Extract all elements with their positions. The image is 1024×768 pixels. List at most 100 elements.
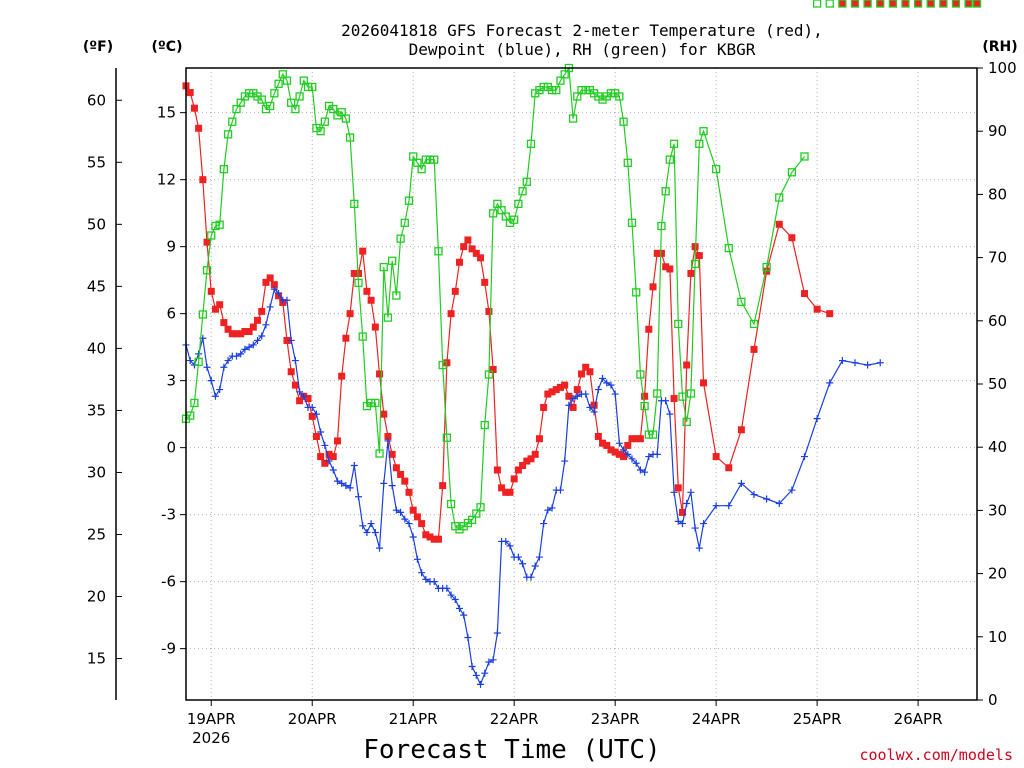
temperature-point bbox=[254, 316, 262, 324]
temperature-point bbox=[468, 245, 476, 253]
dewpoint-point bbox=[477, 680, 485, 688]
temperature-point bbox=[241, 328, 249, 336]
celsius-tick-label: 3 bbox=[166, 372, 176, 390]
temperature-point bbox=[262, 278, 270, 286]
rh-point bbox=[232, 104, 241, 114]
dewpoint-point bbox=[211, 392, 219, 400]
temperature-point bbox=[380, 410, 388, 418]
temperature-point bbox=[939, 0, 947, 7]
chart-title-line-2: Dewpoint (blue), RH (green) for KBGR bbox=[409, 40, 756, 59]
temperature-point bbox=[889, 0, 897, 7]
dewpoint-point bbox=[418, 569, 426, 577]
rh-point bbox=[501, 212, 510, 221]
rh-point bbox=[568, 114, 578, 123]
temperature-point bbox=[203, 238, 211, 246]
credit-text: coolwx.com/models bbox=[859, 746, 1013, 764]
rh-tick-label: 20 bbox=[988, 565, 1007, 583]
dewpoint-line bbox=[185, 287, 881, 686]
temperature-point bbox=[186, 89, 194, 97]
temperature-point bbox=[464, 236, 472, 244]
dewpoint-point bbox=[333, 477, 341, 485]
dewpoint-point bbox=[519, 560, 527, 568]
rh-point bbox=[400, 218, 409, 227]
temperature-point bbox=[531, 450, 539, 458]
dewpoint-point bbox=[565, 401, 573, 409]
rh-point bbox=[303, 82, 313, 92]
dewpoint-point bbox=[851, 359, 859, 367]
rh-point bbox=[695, 139, 704, 148]
temperature-point bbox=[813, 305, 821, 313]
temperature-point bbox=[485, 307, 493, 315]
temperature-point bbox=[641, 392, 649, 400]
rh-point bbox=[653, 389, 662, 398]
temperature-point bbox=[514, 466, 522, 474]
dewpoint-point bbox=[237, 350, 245, 358]
temperature-point bbox=[548, 388, 556, 396]
temperature-point bbox=[510, 475, 518, 483]
dewpoint-point bbox=[653, 450, 661, 458]
temperature-point bbox=[561, 381, 569, 389]
rh-point bbox=[354, 278, 363, 288]
temperature-point bbox=[228, 330, 236, 338]
rh-point bbox=[632, 288, 641, 297]
dewpoint-point bbox=[342, 482, 350, 490]
rh-point bbox=[888, 0, 898, 8]
temperature-point bbox=[590, 401, 598, 409]
dewpoint-point bbox=[384, 437, 392, 445]
rh-point bbox=[775, 193, 784, 202]
dewpoint-point bbox=[329, 466, 337, 474]
rh-line bbox=[185, 66, 805, 531]
temperature-point bbox=[544, 390, 552, 398]
rh-tick-label: 100 bbox=[988, 59, 1017, 77]
rh-point bbox=[913, 0, 923, 8]
dewpoint-point bbox=[232, 352, 240, 360]
dewpoint-series bbox=[183, 286, 884, 688]
dewpoint-point bbox=[670, 488, 678, 496]
dewpoint-point bbox=[287, 336, 295, 344]
rh-point bbox=[396, 234, 405, 243]
temperature-point bbox=[481, 278, 489, 286]
temperature-point bbox=[266, 274, 274, 282]
temperature-point bbox=[565, 392, 573, 400]
rh-point bbox=[421, 155, 430, 164]
rh-point bbox=[329, 104, 338, 114]
rh-point bbox=[383, 313, 393, 322]
temperature-point bbox=[321, 459, 329, 467]
chart-title-line-1: 2026041818 GFS Forecast 2-meter Temperat… bbox=[341, 21, 823, 40]
celsius-tick-label: 0 bbox=[166, 439, 176, 457]
dewpoint-point bbox=[594, 386, 602, 394]
rh-point bbox=[190, 398, 199, 408]
temperature-point bbox=[346, 310, 354, 318]
temperature-point bbox=[283, 336, 291, 344]
temperature-point bbox=[493, 466, 501, 474]
dewpoint-point bbox=[514, 553, 522, 561]
dewpoint-point bbox=[312, 410, 320, 418]
temperature-point bbox=[472, 249, 480, 257]
rh-point bbox=[657, 221, 666, 231]
temperature-point bbox=[190, 104, 198, 112]
rh-point bbox=[526, 139, 536, 148]
rh-point bbox=[552, 85, 561, 95]
rh-point bbox=[379, 262, 388, 272]
dewpoint-point bbox=[388, 482, 396, 490]
x-tick-label: 22APR bbox=[490, 710, 539, 728]
rh-point bbox=[207, 231, 216, 240]
temperature-point bbox=[367, 296, 375, 304]
rh-point bbox=[497, 206, 506, 215]
temperature-point bbox=[519, 462, 527, 470]
rh-point bbox=[409, 152, 418, 161]
x-tick-label: 19APR bbox=[187, 710, 236, 728]
rh-point bbox=[472, 509, 481, 518]
dewpoint-point bbox=[430, 578, 438, 586]
temperature-point bbox=[737, 426, 745, 434]
temperature-point bbox=[308, 412, 316, 420]
rh-tick-label: 90 bbox=[988, 122, 1007, 140]
temperature-point bbox=[624, 441, 632, 449]
temperature-point bbox=[489, 365, 497, 373]
rh-point bbox=[244, 89, 254, 98]
dewpoint-point bbox=[632, 459, 640, 467]
rh-point bbox=[682, 417, 691, 427]
temperature-point bbox=[653, 249, 661, 257]
temperature-point bbox=[418, 520, 426, 528]
dewpoint-point bbox=[220, 363, 228, 371]
